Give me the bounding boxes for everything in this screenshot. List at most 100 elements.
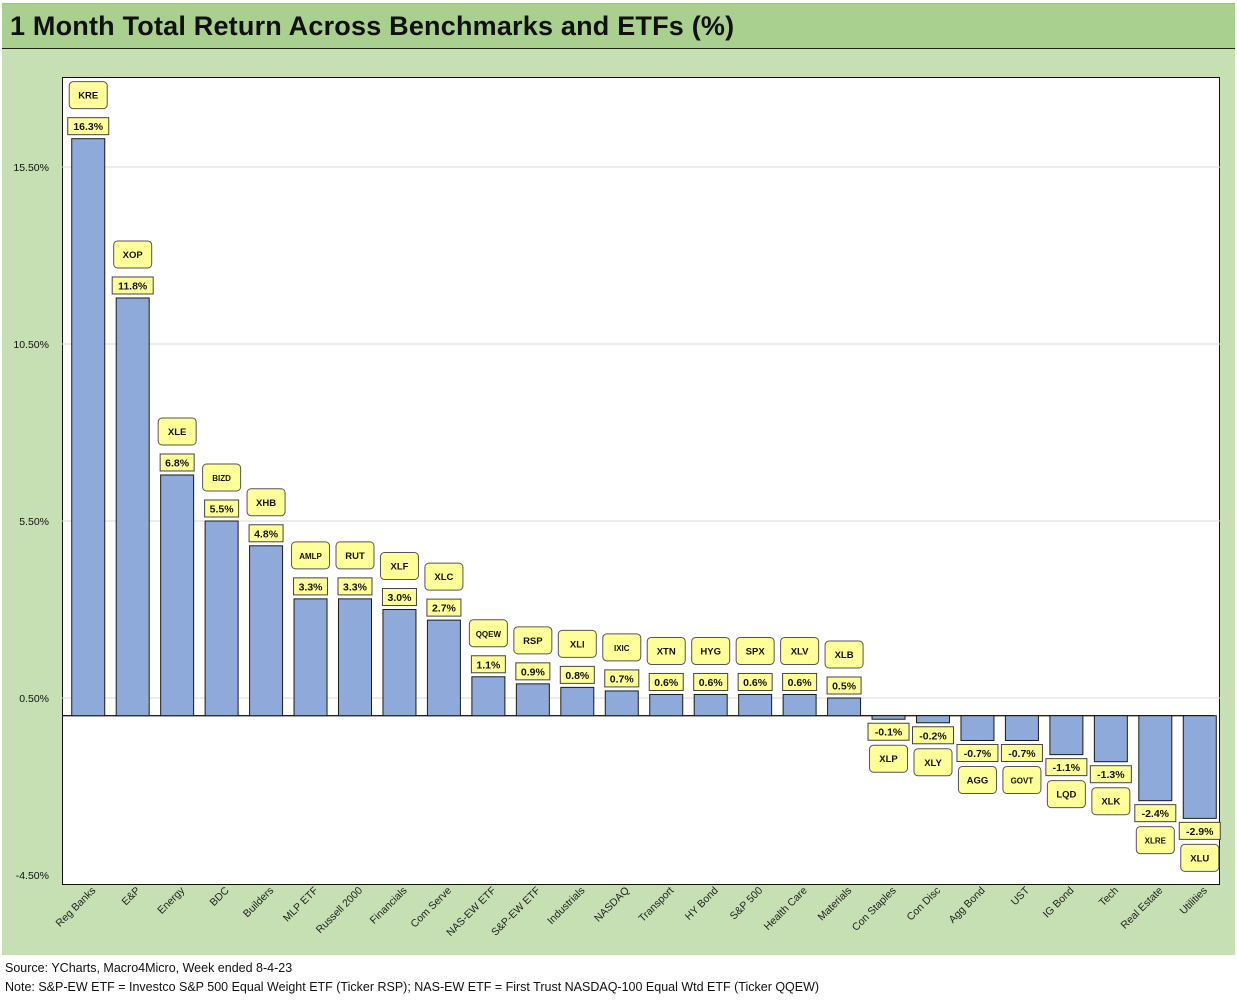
ticker-label: KRE (78, 91, 98, 102)
value-label: -0.7% (964, 748, 992, 760)
bar-agg (960, 715, 995, 741)
value-label-box (1089, 765, 1132, 784)
y-tick-label: 0.50% (19, 693, 49, 705)
ticker-callout (1091, 787, 1131, 816)
bar-rsp (515, 683, 550, 717)
ticker-label: XLU (1190, 853, 1209, 864)
ticker-callout (68, 81, 108, 110)
bar-xlc (426, 619, 461, 717)
y-tick-label: -4.50% (16, 870, 49, 882)
value-label-box (737, 672, 773, 691)
ticker-callout (957, 765, 997, 794)
bar-govt (1004, 715, 1039, 741)
ticker-label: XLRE (1145, 837, 1167, 846)
value-label-box (956, 743, 999, 762)
ticker-callout (1180, 843, 1220, 872)
value-label: 4.8% (254, 528, 279, 540)
ticker-label: GOVT (1011, 776, 1034, 785)
value-label: 0.6% (743, 677, 768, 689)
value-label: 0.8% (565, 670, 590, 682)
value-label-box (912, 726, 954, 745)
bar-xlf (382, 609, 417, 717)
value-label-box (782, 672, 818, 691)
category-label: Health Care (762, 885, 810, 933)
bar-xli (560, 686, 595, 717)
value-label-box (1178, 821, 1221, 840)
bar-xlb (827, 697, 862, 717)
footer: Source: YCharts, Macro4Micro, Week ended… (0, 956, 1237, 1000)
value-label-box (604, 669, 640, 688)
ticker-label: XLB (835, 650, 854, 661)
bar-lqd (1049, 715, 1084, 756)
bar-rut (338, 598, 372, 717)
value-label: 2.7% (432, 603, 457, 615)
ticker-callout (913, 748, 953, 777)
chart-title: 1 Month Total Return Across Benchmarks a… (10, 11, 735, 41)
value-label: -1.3% (1097, 769, 1125, 781)
value-label: 3.3% (299, 581, 324, 593)
value-label: 0.5% (832, 681, 857, 693)
ticker-callout (157, 417, 197, 446)
value-label: -2.9% (1186, 826, 1214, 838)
ticker-callout (246, 488, 286, 517)
bar-xly (916, 715, 950, 724)
ticker-label: AMLP (299, 552, 322, 561)
ticker-label: IXIC (614, 644, 630, 653)
value-label-box (381, 588, 417, 606)
value-label-box (337, 577, 373, 596)
y-tick-label: 5.50% (19, 516, 49, 528)
ticker-callout (735, 636, 775, 665)
value-label: 5.5% (210, 504, 235, 516)
ticker-label: AGG (967, 775, 989, 786)
category-label: Builders (241, 885, 276, 920)
ticker-label: XLF (390, 562, 408, 573)
value-label: 1.1% (476, 659, 501, 671)
value-label-box (426, 598, 462, 617)
ticker-label: HYG (700, 646, 721, 657)
category-label: Financials (368, 885, 410, 927)
ticker-callout (602, 633, 642, 662)
value-label: 0.6% (654, 677, 679, 689)
bar-amlp (293, 598, 328, 717)
value-label-box (648, 672, 684, 691)
category-label: Industrials (545, 885, 587, 927)
ticker-label: XTN (657, 646, 676, 657)
bar-xlre (1138, 715, 1173, 802)
ticker-callout (1135, 826, 1175, 855)
category-label: UST (1009, 884, 1033, 908)
source-note: Source: YCharts, Macro4Micro, Week ended… (5, 961, 293, 975)
value-label-box (204, 499, 240, 518)
value-label-box (248, 524, 284, 543)
ticker-callout (1002, 765, 1042, 794)
category-label: Con Staples (850, 885, 899, 934)
value-label: 0.6% (699, 677, 724, 689)
ticker-label: XLI (570, 639, 585, 650)
value-label-box (159, 453, 195, 472)
ticker-label: XLC (434, 572, 453, 583)
value-label-box (1045, 758, 1088, 777)
ticker-callout (646, 636, 686, 665)
value-label-box (67, 117, 110, 136)
category-label: Materials (816, 885, 855, 924)
bar-xlk (1093, 715, 1128, 763)
bar-xle (160, 474, 195, 717)
value-label: 16.3% (73, 121, 103, 133)
ticker-callout (335, 541, 375, 570)
ticker-label: BIZD (212, 474, 231, 483)
category-label: MLP ETF (281, 885, 321, 925)
y-tick-label: 10.50% (13, 339, 49, 351)
ticker-callout (780, 636, 820, 665)
ticker-label: SPX (746, 646, 766, 657)
value-label: -1.1% (1053, 762, 1081, 774)
ticker-label: XHB (256, 498, 276, 509)
value-label: -0.2% (919, 730, 947, 742)
ticker-label: XOP (123, 250, 144, 261)
category-label: Reg Banks (54, 885, 99, 930)
category-label: NASDAQ (592, 885, 632, 925)
y-tick-label: 15.50% (13, 162, 49, 174)
ticker-callout (468, 619, 508, 648)
bar-xop (115, 297, 150, 717)
ticker-label: XLE (168, 427, 186, 438)
